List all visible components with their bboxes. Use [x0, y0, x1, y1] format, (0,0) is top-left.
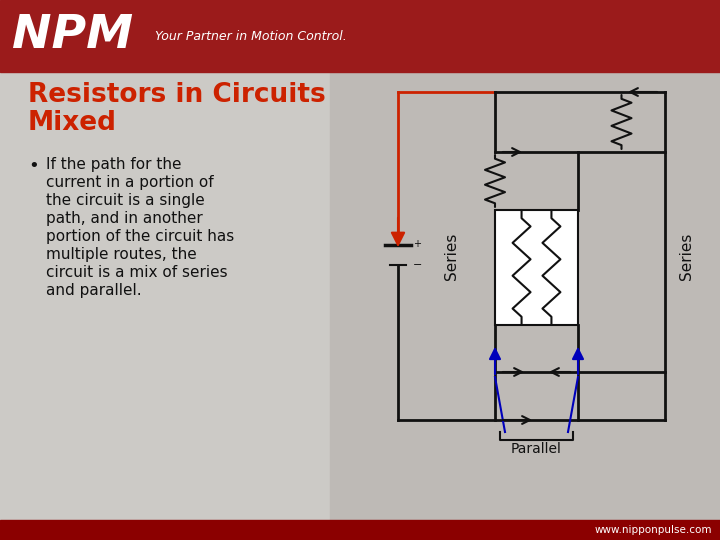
Text: Mixed: Mixed	[28, 110, 117, 136]
Text: Parallel: Parallel	[511, 442, 562, 456]
Bar	[330, 72, 720, 520]
Text: multiple routes, the: multiple routes, the	[46, 247, 197, 262]
Text: circuit is a mix of series: circuit is a mix of series	[46, 265, 228, 280]
Text: −: −	[413, 260, 423, 270]
Bar	[0, 0, 720, 72]
Bar	[0, 72, 720, 520]
Text: current in a portion of: current in a portion of	[46, 175, 214, 190]
Text: NPM: NPM	[12, 14, 133, 58]
Text: and parallel.: and parallel.	[46, 283, 142, 298]
Text: Series: Series	[444, 232, 459, 280]
Text: www.nipponpulse.com: www.nipponpulse.com	[595, 525, 712, 535]
Text: Series: Series	[680, 232, 695, 280]
Text: Your Partner in Motion Control.: Your Partner in Motion Control.	[155, 30, 347, 43]
Text: +: +	[413, 239, 421, 249]
Text: portion of the circuit has: portion of the circuit has	[46, 229, 234, 244]
Text: Resistors in Circuits: Resistors in Circuits	[28, 82, 325, 108]
Bar	[495, 210, 578, 325]
Text: If the path for the: If the path for the	[46, 157, 181, 172]
Text: the circuit is a single: the circuit is a single	[46, 193, 204, 208]
Text: •: •	[28, 157, 39, 175]
Text: path, and in another: path, and in another	[46, 211, 203, 226]
Bar	[0, 520, 720, 540]
